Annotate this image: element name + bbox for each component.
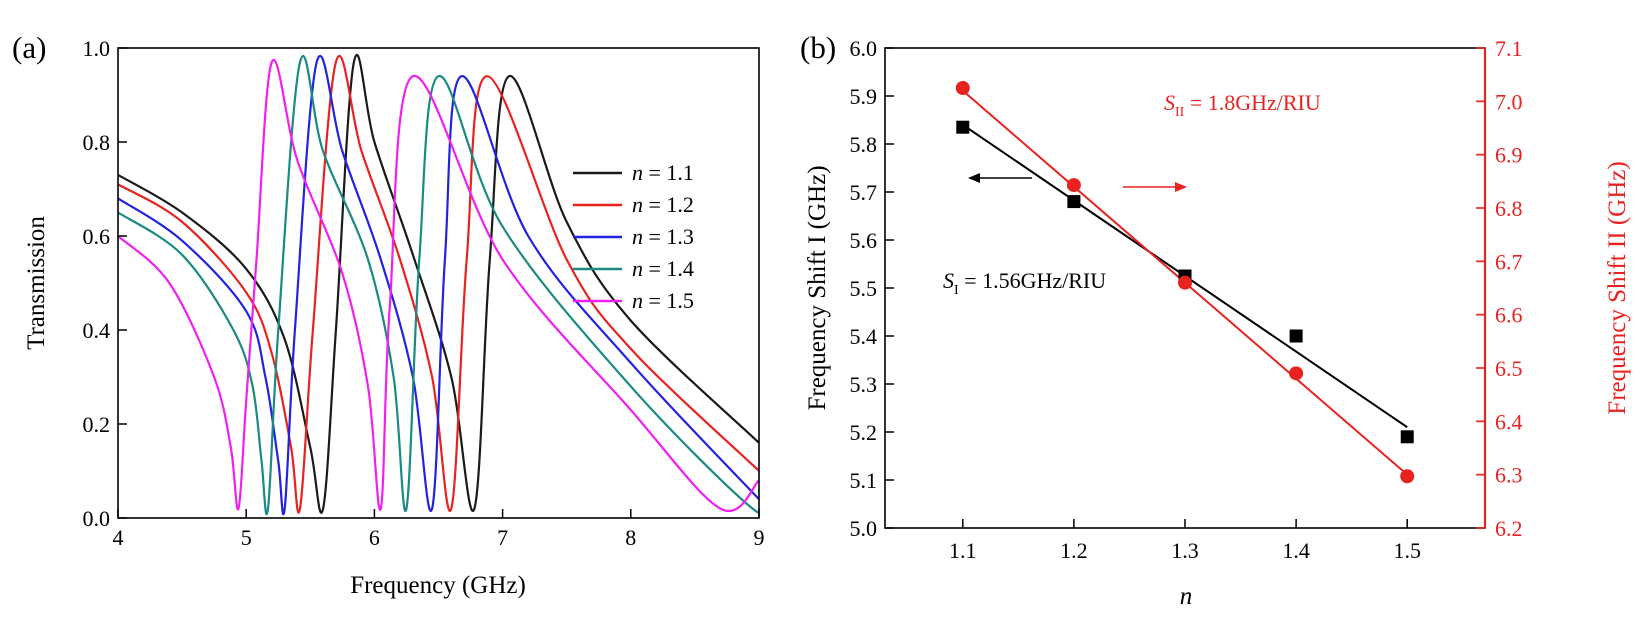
panel-a-label: (a) [12,30,46,65]
panel-a-y-tick-label: 0.6 [83,224,111,249]
panel-a-x-axis: 4 5 6 7 8 9 [113,509,765,550]
panel-b-right-y-axis: 6.2 6.3 6.4 6.5 6.6 6.7 6.8 6.9 7.0 7.1 [1476,36,1523,541]
panel-b-point-i [1400,430,1414,444]
panel-b: (b) 1.1 1.2 1.3 1.4 1.5 5.05.15.25.35.45.55.… [800,30,1631,610]
panel-b-right-y-tick-label: 6.9 [1495,143,1523,168]
panel-b-right-y-tick-label: 6.3 [1495,463,1523,488]
panel-a-x-label: Frequency (GHz) [350,572,526,599]
panel-b-x-tick-label: 1.5 [1393,538,1421,563]
legend-label-2: n = 1.2 [632,192,694,217]
panel-b-x-tick-label: 1.1 [949,538,977,563]
panel-b-label: (b) [800,30,836,65]
panel-b-right-y-tick-label: 6.5 [1495,356,1523,381]
panel-b-left-y-label: Frequency Shift I (GHz) [804,165,831,410]
panel-b-x-tick-label: 1.2 [1060,538,1088,563]
panel-a-x-tick-label: 5 [241,525,252,550]
panel-b-right-y-tick-label: 7.0 [1495,89,1523,114]
panel-b-x-tick-label: 1.4 [1282,538,1310,563]
panel-b-point-i [1289,329,1303,343]
legend-label-1: n = 1.1 [632,160,694,185]
panel-a-y-tick-label: 0.4 [83,318,111,343]
panel-b-left-y-tick-label: 5.3 [850,372,878,397]
panel-a-series [118,53,759,516]
panel-b-left-y-tick-label: 5.2 [850,420,878,445]
panel-a-series-line-5 [118,58,759,512]
panel-b-right-y-tick-label: 6.7 [1495,249,1523,274]
legend-label-3: n = 1.3 [632,224,694,249]
panel-b-point-ii [1400,469,1415,484]
panel-b-point-ii [1066,178,1081,193]
panel-a-y-label: Transmission [23,216,50,350]
panel-a-x-tick-label: 7 [497,525,508,550]
panel-b-point-ii [955,81,970,95]
panel-b-right-y-tick-label: 6.8 [1495,196,1523,221]
panel-b-left-y-tick-label: 5.6 [850,228,878,253]
panel-b-left-y-tick-label: 5.8 [850,132,878,157]
panel-a-x-tick-label: 4 [113,525,124,550]
panel-a-series-line-3 [118,54,759,516]
panel-b-point-ii [1178,275,1192,290]
panel-b-right-y-tick-label: 6.6 [1495,303,1523,328]
panel-a-plot-frame [117,47,760,519]
panel-a: (a) 4 5 6 7 8 9 0.0 0.2 0.4 0.6 0.8 1.0 Frequency … [12,30,765,599]
sensitivity-ii-annotation: SII = 1.8GHz/RIU [1164,90,1321,120]
panel-a-x-tick-label: 9 [754,525,765,550]
right-arrow [1123,182,1187,192]
panel-b-left-y-tick-label: 6.0 [850,36,878,61]
panel-b-left-y-tick-label: 5.9 [850,84,878,109]
legend-label-4: n = 1.4 [632,256,694,281]
panel-b-left-y-axis: 5.0 5.1 5.2 5.3 5.4 5.5 5.6 5.7 5.8 5.9 6.0 [850,36,894,541]
legend-label-5: n = 1.5 [632,288,694,313]
panel-a-y-axis: 0.0 0.2 0.4 0.6 0.8 1.0 [83,36,127,531]
panel-a-series-line-2 [118,54,759,514]
panel-a-x-tick-label: 8 [625,525,636,550]
panel-b-right-y-label: Frequency Shift II (GHz) [1604,161,1631,414]
sensitivity-i-annotation: SI = 1.56GHz/RIU [943,268,1106,298]
panel-b-left-y-tick-label: 5.0 [850,516,878,541]
panel-a-y-tick-label: 0.8 [83,130,111,155]
panel-b-right-y-tick-label: 6.4 [1495,409,1523,434]
left-arrow [968,173,1032,183]
panel-a-x-tick-label: 6 [369,525,380,550]
panel-a-y-tick-label: 0.2 [83,412,111,437]
panel-b-left-y-tick-label: 5.4 [850,324,878,349]
panel-b-point-i [1067,195,1081,209]
panel-b-right-y-tick-label: 7.1 [1495,36,1523,61]
panel-a-series-line-1 [118,53,759,514]
panel-b-left-y-tick-label: 5.1 [850,468,878,493]
panel-b-x-label: n [1180,583,1193,610]
panel-b-x-axis: 1.1 1.2 1.3 1.4 1.5 [949,519,1421,563]
panel-a-series-line-4 [118,54,759,516]
panel-b-left-y-tick-label: 5.5 [850,276,878,301]
panel-b-right-y-tick-label: 6.2 [1495,516,1523,541]
panel-b-left-y-tick-label: 5.7 [850,180,878,205]
panel-a-legend: n = 1.1 n = 1.2 n = 1.3 n = 1.4 n = 1.5 [573,160,694,313]
panel-a-y-tick-label: 1.0 [83,36,111,61]
panel-b-point-ii [1289,366,1304,381]
panel-a-y-tick-label: 0.0 [83,506,111,531]
panel-b-series [955,81,1415,484]
panel-b-x-tick-label: 1.3 [1171,538,1199,563]
panel-b-point-i [956,120,970,134]
